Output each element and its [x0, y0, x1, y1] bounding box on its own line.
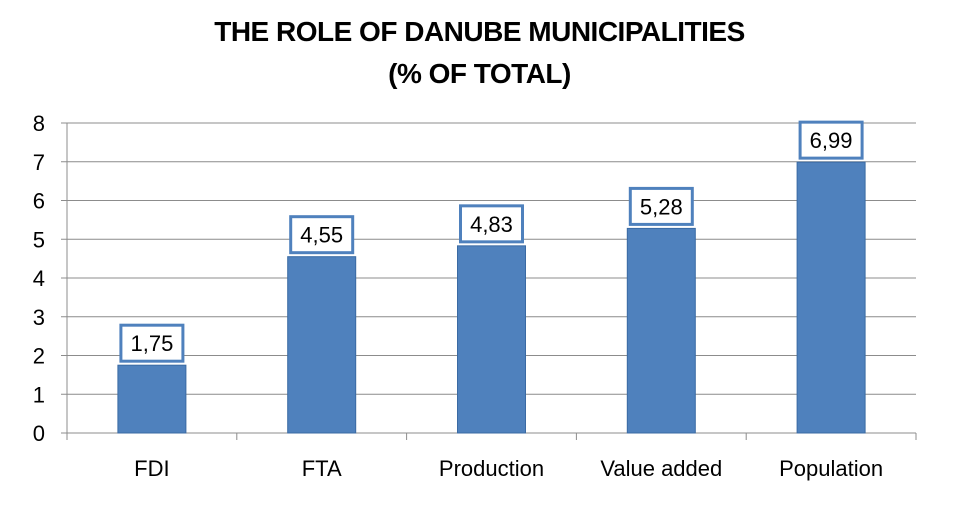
- data-label-box: [798, 120, 864, 160]
- bar: [117, 364, 187, 434]
- y-tick-label: 8: [33, 111, 45, 136]
- x-tick-label: Production: [439, 456, 544, 481]
- y-tick-label: 1: [33, 382, 45, 407]
- data-label: 4,55: [300, 223, 343, 248]
- data-label: 4,83: [470, 212, 513, 237]
- y-tick-label: 3: [33, 305, 45, 330]
- data-label: 6,99: [810, 128, 853, 153]
- y-tick-label: 5: [33, 227, 45, 252]
- bar: [626, 227, 696, 434]
- y-tick-label: 6: [33, 189, 45, 214]
- bar: [796, 161, 866, 434]
- chart-subtitle: (% OF TOTAL): [388, 58, 571, 89]
- data-label-box: [628, 186, 694, 226]
- data-label: 5,28: [640, 194, 683, 219]
- x-tick-label: FTA: [302, 456, 342, 481]
- data-label-box: [289, 215, 355, 255]
- chart-title: THE ROLE OF DANUBE MUNICIPALITIES: [214, 16, 745, 47]
- data-label: 1,75: [130, 331, 173, 356]
- y-tick-label: 2: [33, 344, 45, 369]
- x-tick-label: Population: [779, 456, 883, 481]
- y-tick-label: 7: [33, 150, 45, 175]
- x-tick-label: Value added: [600, 456, 722, 481]
- x-tick-label: FDI: [134, 456, 169, 481]
- bar: [287, 256, 357, 434]
- y-tick-label: 4: [33, 266, 45, 291]
- y-tick-label: 0: [33, 421, 45, 446]
- data-label-box: [119, 323, 185, 363]
- bar: [457, 245, 526, 434]
- data-label-box: [459, 204, 524, 244]
